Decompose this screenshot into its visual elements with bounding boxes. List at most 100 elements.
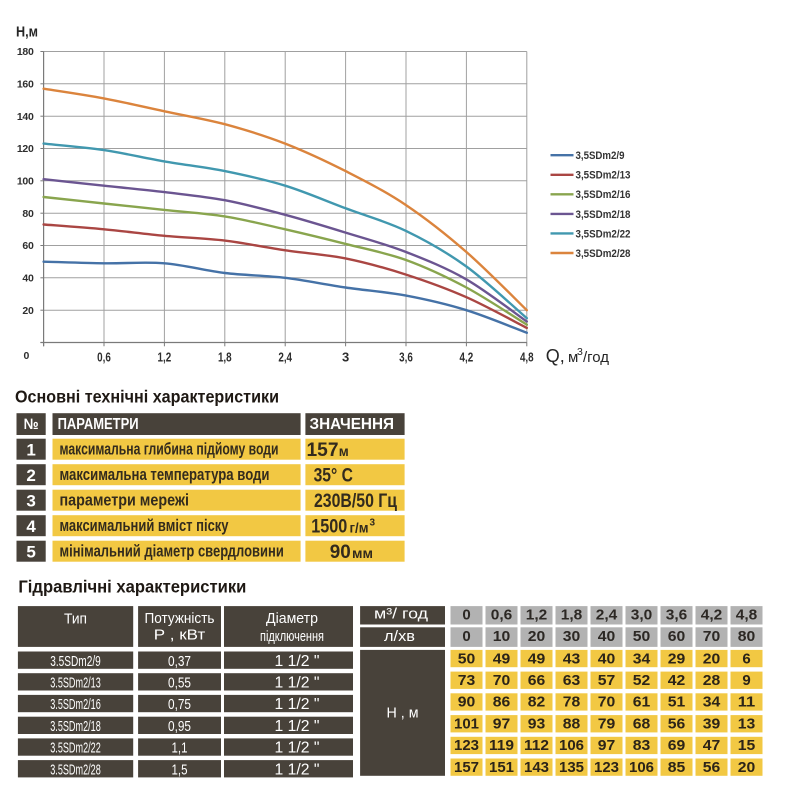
svg-text:0,75: 0,75 bbox=[168, 697, 191, 713]
svg-text:20: 20 bbox=[528, 628, 546, 645]
svg-text:60: 60 bbox=[22, 240, 34, 252]
svg-text:1,8: 1,8 bbox=[218, 349, 232, 364]
svg-text:68: 68 bbox=[633, 716, 651, 733]
svg-text:2,4: 2,4 bbox=[278, 349, 292, 364]
svg-text:50: 50 bbox=[458, 650, 476, 667]
svg-text:1 1/2 ": 1 1/2 " bbox=[275, 653, 320, 670]
svg-text:180: 180 bbox=[17, 46, 34, 58]
svg-text:1,2: 1,2 bbox=[526, 607, 548, 624]
svg-text:88: 88 bbox=[563, 716, 581, 733]
svg-text:Р , кВт: Р , кВт bbox=[154, 627, 206, 644]
svg-text:м: м bbox=[339, 444, 349, 459]
svg-text:20: 20 bbox=[22, 305, 34, 317]
svg-text:34: 34 bbox=[633, 650, 651, 667]
svg-text:3,6: 3,6 bbox=[399, 349, 413, 364]
svg-text:0,55: 0,55 bbox=[168, 676, 191, 692]
svg-text:1 1/2 ": 1 1/2 " bbox=[275, 675, 320, 692]
svg-text:79: 79 bbox=[598, 716, 616, 733]
svg-text:135: 135 bbox=[559, 759, 584, 776]
svg-text:H,м: H,м bbox=[16, 24, 38, 40]
svg-text:56: 56 bbox=[703, 759, 721, 776]
svg-text:№: № bbox=[24, 416, 39, 433]
svg-text:3,5SDm2/9: 3,5SDm2/9 bbox=[576, 150, 625, 162]
svg-text:1 1/2 ": 1 1/2 " bbox=[275, 696, 320, 713]
svg-text:66: 66 bbox=[528, 672, 546, 689]
svg-text:82: 82 bbox=[528, 694, 546, 711]
svg-text:15: 15 bbox=[738, 737, 756, 754]
svg-text:49: 49 bbox=[493, 650, 511, 667]
svg-text:11: 11 bbox=[738, 694, 756, 711]
svg-text:123: 123 bbox=[594, 759, 619, 776]
svg-text:3.5SDm2/18: 3.5SDm2/18 bbox=[50, 719, 101, 735]
svg-text:13: 13 bbox=[738, 716, 756, 733]
svg-text:151: 151 bbox=[489, 759, 514, 776]
svg-text:максимальна глибина підйому во: максимальна глибина підйому води bbox=[60, 441, 279, 459]
svg-text:максимальна температура води: максимальна температура води bbox=[60, 466, 270, 484]
svg-text:112: 112 bbox=[524, 737, 549, 754]
svg-text:39: 39 bbox=[703, 716, 721, 733]
svg-text:підключення: підключення bbox=[260, 628, 324, 645]
svg-text:28: 28 bbox=[703, 672, 721, 689]
svg-text:1,2: 1,2 bbox=[158, 349, 172, 364]
svg-text:ЗНАЧЕННЯ: ЗНАЧЕННЯ bbox=[310, 416, 395, 433]
svg-text:параметри мережі: параметри мережі bbox=[60, 492, 190, 510]
svg-text:3,5SDm2/28: 3,5SDm2/28 bbox=[576, 248, 631, 260]
svg-text:140: 140 bbox=[17, 111, 34, 123]
svg-text:157: 157 bbox=[454, 759, 479, 776]
svg-text:1,8: 1,8 bbox=[561, 607, 583, 624]
svg-text:ПАРАМЕТРИ: ПАРАМЕТРИ bbox=[58, 416, 139, 433]
svg-text:86: 86 bbox=[493, 694, 511, 711]
svg-text:3: 3 bbox=[342, 349, 349, 364]
svg-text:Основні технічні характеристик: Основні технічні характеристики bbox=[15, 386, 279, 406]
svg-text:2,4: 2,4 bbox=[596, 607, 618, 624]
svg-text:0,6: 0,6 bbox=[97, 349, 111, 364]
svg-text:101: 101 bbox=[454, 716, 479, 733]
svg-text:29: 29 bbox=[668, 650, 686, 667]
svg-text:56: 56 bbox=[668, 716, 686, 733]
svg-text:143: 143 bbox=[524, 759, 549, 776]
svg-text:Потужність: Потужність bbox=[145, 610, 215, 627]
svg-text:Гідравлічні характеристики: Гідравлічні характеристики bbox=[18, 577, 246, 597]
svg-text:78: 78 bbox=[563, 694, 581, 711]
svg-text:123: 123 bbox=[454, 737, 479, 754]
svg-text:3.5SDm2/9: 3.5SDm2/9 bbox=[50, 654, 101, 670]
svg-text:83: 83 bbox=[633, 737, 651, 754]
svg-text:40: 40 bbox=[598, 650, 616, 667]
svg-text:1: 1 bbox=[26, 441, 35, 460]
svg-text:60: 60 bbox=[668, 628, 686, 645]
svg-text:106: 106 bbox=[559, 737, 584, 754]
svg-text:1500: 1500 bbox=[311, 517, 347, 538]
svg-text:80: 80 bbox=[22, 208, 34, 220]
svg-text:80: 80 bbox=[738, 628, 756, 645]
svg-text:61: 61 bbox=[633, 694, 651, 711]
svg-text:0,6: 0,6 bbox=[491, 607, 513, 624]
svg-text:м³/ год: м³/ год bbox=[374, 605, 428, 622]
svg-text:4,8: 4,8 bbox=[520, 349, 534, 364]
svg-text:3,5SDm2/22: 3,5SDm2/22 bbox=[576, 228, 631, 240]
svg-text:3,5SDm2/13: 3,5SDm2/13 bbox=[576, 170, 631, 182]
svg-text:49: 49 bbox=[528, 650, 546, 667]
svg-text:10: 10 bbox=[493, 628, 511, 645]
svg-text:5: 5 bbox=[26, 543, 35, 562]
svg-text:л/хв: л/хв bbox=[384, 629, 415, 645]
svg-text:3.5SDm2/13: 3.5SDm2/13 bbox=[50, 676, 101, 692]
svg-text:1 1/2 ": 1 1/2 " bbox=[275, 761, 320, 778]
svg-text:97: 97 bbox=[598, 737, 616, 754]
svg-text:4,2: 4,2 bbox=[460, 349, 474, 364]
svg-text:3: 3 bbox=[26, 492, 35, 511]
svg-text:100: 100 bbox=[17, 176, 34, 188]
svg-text:97: 97 bbox=[493, 716, 511, 733]
svg-text:0: 0 bbox=[462, 607, 470, 624]
svg-text:1 1/2 ": 1 1/2 " bbox=[275, 740, 320, 757]
svg-text:51: 51 bbox=[668, 694, 686, 711]
svg-text:35° С: 35° С bbox=[314, 466, 354, 487]
svg-text:3.5SDm2/28: 3.5SDm2/28 bbox=[50, 762, 101, 778]
svg-text:4: 4 bbox=[26, 517, 36, 536]
svg-text:47: 47 bbox=[703, 737, 721, 754]
svg-text:30: 30 bbox=[563, 628, 581, 645]
svg-text:3: 3 bbox=[577, 346, 583, 358]
svg-text:1,5: 1,5 bbox=[172, 762, 188, 778]
svg-text:3,0: 3,0 bbox=[631, 607, 653, 624]
svg-text:40: 40 bbox=[598, 628, 616, 645]
svg-text:мінімальний діаметр свердловин: мінімальний діаметр свердловини bbox=[60, 543, 284, 561]
